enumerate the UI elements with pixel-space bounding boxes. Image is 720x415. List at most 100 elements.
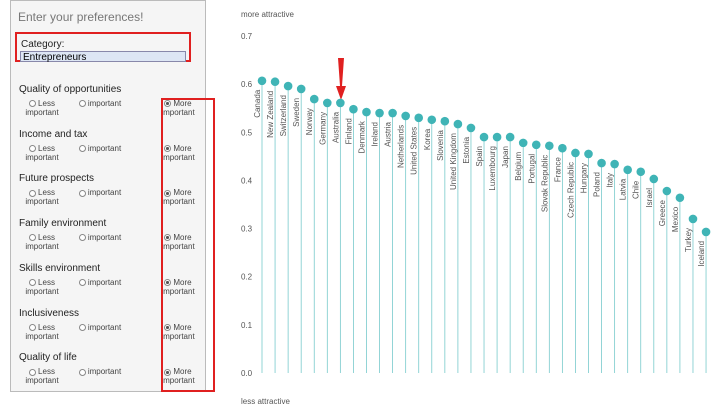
radio-option[interactable]: important xyxy=(75,144,125,153)
dot xyxy=(492,132,502,142)
radio-option[interactable]: important xyxy=(75,233,125,242)
option-label: important xyxy=(87,188,122,198)
option-label: More important xyxy=(161,322,195,341)
radio-button[interactable] xyxy=(78,145,86,153)
radio-option[interactable]: More important xyxy=(153,99,203,117)
country-label: Greece xyxy=(658,199,667,226)
category-label: Category: xyxy=(21,39,65,50)
country-label: Czech Republic xyxy=(566,162,575,218)
category-box: Category: Entrepreneurs xyxy=(15,32,191,63)
radio-option[interactable]: important xyxy=(75,367,125,376)
radio-button[interactable] xyxy=(164,189,172,197)
country-label: United Kingdom xyxy=(449,133,458,190)
dot xyxy=(401,111,410,121)
radio-button[interactable] xyxy=(29,368,37,376)
radio-option[interactable]: More important xyxy=(153,144,203,162)
radio-option[interactable]: More important xyxy=(153,367,203,385)
radio-option[interactable]: Less important xyxy=(17,323,67,341)
dot xyxy=(688,214,698,224)
country-label: Poland xyxy=(593,172,602,197)
country-label: Germany xyxy=(318,112,327,145)
dot xyxy=(558,143,567,153)
radio-option[interactable]: Less important xyxy=(17,278,67,296)
option-label: Less important xyxy=(25,322,59,341)
dot xyxy=(571,148,580,158)
radio-option[interactable]: important xyxy=(75,323,125,332)
radio-button[interactable] xyxy=(78,279,86,287)
country-label: Japan xyxy=(501,146,510,168)
radio-option[interactable]: More important xyxy=(153,233,203,251)
radio-button[interactable] xyxy=(29,279,37,287)
option-label: important xyxy=(87,99,122,108)
country-label: Mexico xyxy=(671,206,680,232)
radio-option[interactable]: Less important xyxy=(17,188,67,206)
dot xyxy=(349,104,358,114)
option-label: More important xyxy=(161,233,195,252)
country-label: Iceland xyxy=(697,241,706,267)
radio-option[interactable]: More important xyxy=(153,278,203,296)
radio-option[interactable]: important xyxy=(75,99,125,108)
dot xyxy=(649,174,659,184)
y-tick-label: 0.2 xyxy=(241,273,253,282)
dot xyxy=(505,132,515,142)
country-label: Austria xyxy=(384,121,393,146)
radio-button[interactable] xyxy=(164,100,172,108)
dot xyxy=(309,94,319,104)
y-label-top: more attractive xyxy=(241,10,294,19)
criterion-label: Inclusiveness xyxy=(19,307,80,319)
option-label: Less important xyxy=(25,188,59,207)
radio-button[interactable] xyxy=(78,323,86,331)
radio-option[interactable]: Less important xyxy=(17,144,67,162)
radio-button[interactable] xyxy=(164,279,172,287)
country-label: Finland xyxy=(344,118,353,144)
radio-button[interactable] xyxy=(29,100,37,108)
country-label: Denmark xyxy=(357,120,366,153)
option-label: More important xyxy=(161,188,195,207)
dot xyxy=(636,167,646,177)
dot xyxy=(388,108,397,118)
y-tick-label: 0.1 xyxy=(241,321,253,330)
country-label: Belgium xyxy=(514,152,523,181)
dot xyxy=(375,108,384,118)
option-label: important xyxy=(87,277,122,287)
dot xyxy=(701,227,711,237)
y-tick-label: 0.6 xyxy=(241,80,253,89)
country-label: Turkey xyxy=(684,228,693,252)
radio-option[interactable]: Less important xyxy=(17,367,67,385)
option-label: Less important xyxy=(25,233,59,252)
radio-button[interactable] xyxy=(78,234,86,242)
radio-button[interactable] xyxy=(78,189,86,197)
country-label: Slovak Republic xyxy=(540,155,549,212)
radio-button[interactable] xyxy=(78,100,86,108)
country-label: Sweden xyxy=(292,98,301,127)
radio-button[interactable] xyxy=(29,234,37,242)
radio-option[interactable]: important xyxy=(75,188,125,197)
radio-button[interactable] xyxy=(164,145,172,153)
dot xyxy=(597,158,606,168)
radio-button[interactable] xyxy=(164,368,172,376)
radio-button[interactable] xyxy=(29,189,37,197)
category-select[interactable]: Entrepreneurs xyxy=(20,51,186,63)
option-label: More important xyxy=(161,277,195,296)
y-tick-label: 0.4 xyxy=(241,176,253,185)
radio-option[interactable]: More important xyxy=(153,323,203,341)
criterion-label: Family environment xyxy=(19,218,107,230)
radio-option[interactable]: Less important xyxy=(17,99,67,117)
country-label: New Zealand xyxy=(266,91,275,138)
radio-button[interactable] xyxy=(78,368,86,376)
dot xyxy=(323,98,332,108)
panel-title: Enter your preferences! xyxy=(18,10,144,24)
y-tick-label: 0.7 xyxy=(241,32,253,41)
country-label: Hungary xyxy=(580,163,589,193)
radio-button[interactable] xyxy=(29,145,37,153)
option-label: Less important xyxy=(25,99,59,117)
radio-option[interactable]: Less important xyxy=(17,233,67,251)
radio-option[interactable]: important xyxy=(75,278,125,287)
dot xyxy=(531,140,541,150)
radio-option[interactable]: More important xyxy=(153,188,203,206)
radio-button[interactable] xyxy=(164,323,172,331)
radio-button[interactable] xyxy=(29,323,37,331)
dot xyxy=(466,123,476,133)
